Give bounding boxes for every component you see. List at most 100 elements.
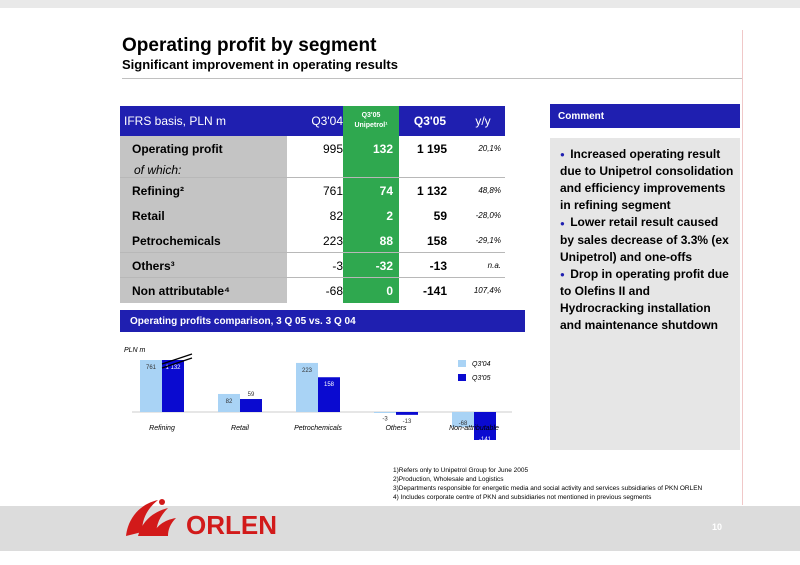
cell-q304: -68 [325,283,343,298]
comparison-title: Operating profits comparison, 3 Q 05 vs.… [120,310,525,332]
chart-data-label: 223 [302,368,313,374]
chart-bar-q304 [218,393,240,412]
cell-q304: -3 [332,258,343,273]
cell-yy: n.a. [487,261,501,270]
row-label: Retail [120,203,287,228]
chart-category-label: Others [385,425,407,432]
cell-q305: 59 [433,208,447,223]
chart-data-label: 1 132 [165,365,181,371]
table-row: Retail 82 2 59 -28,0% [120,203,505,228]
row-label: Others³ [120,253,287,278]
header-unipetrol: Q3'05 Unipetrol¹ [343,106,399,136]
chart-category-label: Refining [149,425,175,432]
chart-bar-q304 [452,412,474,427]
page-title: Operating profit by segment [122,35,377,56]
margin-line [742,30,743,505]
brand-name: ORLEN [186,510,277,540]
row-label: Refining² [120,178,287,203]
footnotes: 1)Refers only to Unipetrol Group for Jun… [393,466,702,502]
chart-bar-q304 [296,362,318,412]
row-label: Petrochemicals [120,228,287,253]
bullet-dot-icon: ● [560,218,565,228]
cell-unipetrol: 132 [343,136,399,161]
row-divider [120,252,505,253]
chart-data-label: -13 [403,419,412,425]
chart-data-label: 59 [248,392,255,398]
header-q304: Q3'04 [311,114,343,128]
row-divider [120,277,505,278]
cell-yy: 20,1% [478,144,501,153]
cell-q304: 223 [322,233,343,248]
cell-unipetrol: 0 [343,278,399,303]
top-band [0,0,800,8]
chart-data-label: 82 [226,399,233,405]
row-label: of which: [120,161,287,178]
header-yy: y/y [475,114,491,128]
cell-q305: -13 [429,258,447,273]
cell-yy: -29,1% [475,236,501,245]
cell-q304: 82 [329,208,343,223]
chart-category-label: Petrochemicals [294,425,342,432]
chart-bar-q305 [318,377,340,412]
orlen-logo: ORLEN [126,499,277,540]
axis-break-mark [161,357,193,369]
cell-q304: 995 [322,141,343,156]
page-subtitle: Significant improvement in operating res… [122,57,398,72]
comment-title: Comment [550,104,740,128]
comment-text: Drop in operating profit due to Olefins … [560,266,729,332]
title-divider [122,78,742,79]
chart-category-label: Non-attributable [449,425,499,432]
cell-q305: 1 132 [416,183,447,198]
header-q305: Q3'05 [413,114,447,128]
table-row: Refining² 761 74 1 132 48,8% [120,178,505,203]
header-unipetrol-line2: Unipetrol¹ [354,122,388,129]
footnote: 4) Includes corporate centre of PKN and … [393,494,652,501]
comment-bullet: ● Increased operating result due to Unip… [560,146,734,214]
table-row: Operating profit 995 132 1 195 20,1% [120,136,505,161]
chart-data-label: -68 [459,421,468,427]
row-label: Operating profit [120,136,287,161]
comment-bullet: ● Lower retail result caused by sales de… [560,214,734,265]
chart-bar-q304 [374,412,396,413]
operating-profit-table: IFRS basis, PLN m Q3'04 Q3'05 Unipetrol¹… [120,106,505,303]
axis-break-mark [161,353,193,365]
comparison-chart: PLN m 761 1 132 Refining 82 59 Retail 223 158 Pe… [124,347,512,440]
comment-text: Lower retail result caused by sales decr… [560,215,729,264]
header-label: IFRS basis, PLN m [124,114,227,128]
chart-bar-q305 [396,412,418,415]
cell-unipetrol: 2 [343,203,399,228]
chart-bar-q305 [162,360,184,412]
cell-q304: 761 [322,183,343,198]
cell-q305: 1 195 [416,141,447,156]
cell-q305: 158 [426,233,447,248]
bullet-dot-icon: ● [560,269,565,279]
comment-panel: ● Increased operating result due to Unip… [550,138,740,450]
cell-unipetrol: 74 [343,178,399,203]
comment-bullet: ● Drop in operating profit due to Olefin… [560,266,734,334]
chart-bar-q305 [240,399,262,412]
table-row: of which: [120,161,505,178]
footnote: 3)Departments responsible for energetic … [393,485,703,492]
cell-yy: 48,8% [478,186,501,195]
chart-data-label: -3 [382,417,388,423]
page-number: 10 [712,522,723,532]
row-label: Non attributable⁴ [120,278,287,303]
chart-data-label: -141 [479,437,492,440]
chart-data-label: 761 [146,365,157,371]
table-row: Others³ -3 -32 -13 n.a. [120,253,505,278]
cell-unipetrol: 88 [343,228,399,253]
header-unipetrol-line1: Q3'05 [361,112,381,119]
cell-yy: 107,4% [473,286,501,295]
table-row: Petrochemicals 223 88 158 -29,1% [120,228,505,253]
comment-text: Increased operating result due to Unipet… [560,147,734,213]
table-header: IFRS basis, PLN m Q3'04 Q3'05 Unipetrol¹… [120,106,505,136]
footnote: 2)Production, Wholesale and Logistics [393,476,504,483]
legend-swatch [458,374,466,381]
bullet-dot-icon: ● [560,150,565,160]
row-divider [120,177,505,178]
table-row: Non attributable⁴ -68 0 -141 107,4% [120,278,505,303]
chart-category-label: Retail [231,425,249,432]
legend-swatch [458,360,466,367]
footnote: 1)Refers only to Unipetrol Group for Jun… [393,467,529,474]
chart-bar-q304 [140,360,162,412]
